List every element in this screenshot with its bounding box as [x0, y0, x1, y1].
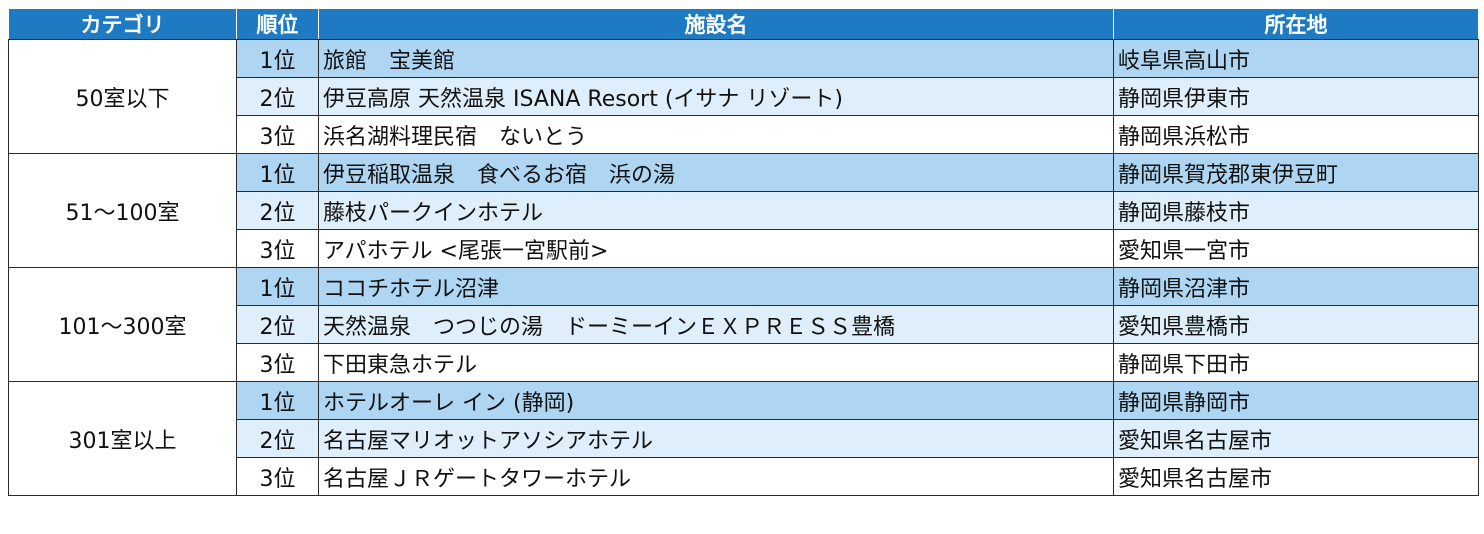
facility-cell: 伊豆高原 天然温泉 ISANA Resort (イサナ リゾート) [318, 77, 1114, 116]
header-row: カテゴリ 順位 施設名 所在地 [8, 8, 1479, 40]
rank-cell: 3位 [236, 457, 319, 496]
facility-cell: 名古屋ＪＲゲートタワーホテル [318, 457, 1114, 496]
facility-cell: 天然温泉 つつじの湯 ドーミーインＥＸＰＲＥＳＳ豊橋 [318, 305, 1114, 344]
location-cell: 愛知県豊橋市 [1113, 305, 1479, 344]
facility-cell: ココチホテル沼津 [318, 267, 1114, 306]
facility-cell: 下田東急ホテル [318, 343, 1114, 382]
location-cell: 静岡県沼津市 [1113, 267, 1479, 306]
location-cell: 静岡県静岡市 [1113, 381, 1479, 420]
location-cell: 静岡県賀茂郡東伊豆町 [1113, 153, 1479, 192]
facility-cell: 伊豆稲取温泉 食べるお宿 浜の湯 [318, 153, 1114, 192]
header-location: 所在地 [1113, 8, 1479, 40]
facility-cell: 藤枝パークインホテル [318, 191, 1114, 230]
category-cell: 301室以上 [8, 381, 237, 496]
header-rank: 順位 [236, 8, 319, 40]
category-cell: 50室以下 [8, 39, 237, 154]
rank-cell: 3位 [236, 343, 319, 382]
table-row: 101～300室 1位 ココチホテル沼津 静岡県沼津市 [8, 267, 1479, 382]
table-row: 51～100室 1位 伊豆稲取温泉 食べるお宿 浜の湯 静岡県賀茂郡東伊豆町 [8, 153, 1479, 268]
rank-cell: 2位 [236, 191, 319, 230]
table-row: 3位 アパホテル <尾張一宮駅前> 愛知県一宮市 [9, 229, 1479, 268]
table-row: 301室以上 1位 ホテルオーレ イン (静岡) 静岡県静岡市 [8, 381, 1479, 496]
table-row: 3位 名古屋ＪＲゲートタワーホテル 愛知県名古屋市 [9, 457, 1479, 496]
category-cell: 51～100室 [8, 153, 237, 268]
location-cell: 岐阜県高山市 [1113, 39, 1479, 78]
facility-cell: 浜名湖料理民宿 ないとう [318, 115, 1114, 154]
rank-cell: 3位 [236, 229, 319, 268]
header-facility: 施設名 [318, 8, 1114, 40]
location-cell: 静岡県藤枝市 [1113, 191, 1479, 230]
table-row: 3位 浜名湖料理民宿 ないとう 静岡県浜松市 [9, 115, 1479, 154]
facility-cell: ホテルオーレ イン (静岡) [318, 381, 1114, 420]
table-row: 2位 名古屋マリオットアソシアホテル 愛知県名古屋市 [9, 419, 1479, 458]
table-row: 2位 藤枝パークインホテル 静岡県藤枝市 [9, 191, 1479, 230]
location-cell: 静岡県浜松市 [1113, 115, 1479, 154]
location-cell: 静岡県下田市 [1113, 343, 1479, 382]
location-cell: 静岡県伊東市 [1113, 77, 1479, 116]
rank-cell: 1位 [236, 381, 319, 420]
rank-cell: 1位 [236, 153, 319, 192]
rank-cell: 2位 [236, 305, 319, 344]
rank-cell: 3位 [236, 115, 319, 154]
table-row: 50室以下 1位 旅館 宝美館 岐阜県高山市 [8, 39, 1479, 154]
location-cell: 愛知県名古屋市 [1113, 457, 1479, 496]
location-cell: 愛知県一宮市 [1113, 229, 1479, 268]
rank-cell: 1位 [236, 39, 319, 78]
facility-cell: 名古屋マリオットアソシアホテル [318, 419, 1114, 458]
rank-cell: 1位 [236, 267, 319, 306]
table-row: 2位 伊豆高原 天然温泉 ISANA Resort (イサナ リゾート) 静岡県… [9, 77, 1479, 116]
header-category: カテゴリ [8, 8, 237, 40]
location-cell: 愛知県名古屋市 [1113, 419, 1479, 458]
rank-cell: 2位 [236, 419, 319, 458]
facility-cell: アパホテル <尾張一宮駅前> [318, 229, 1114, 268]
rank-cell: 2位 [236, 77, 319, 116]
category-cell: 101～300室 [8, 267, 237, 382]
facility-cell: 旅館 宝美館 [318, 39, 1114, 78]
ranking-table: カテゴリ 順位 施設名 所在地 50室以下 1位 旅館 宝美館 岐阜県高山市 2… [8, 8, 1479, 496]
